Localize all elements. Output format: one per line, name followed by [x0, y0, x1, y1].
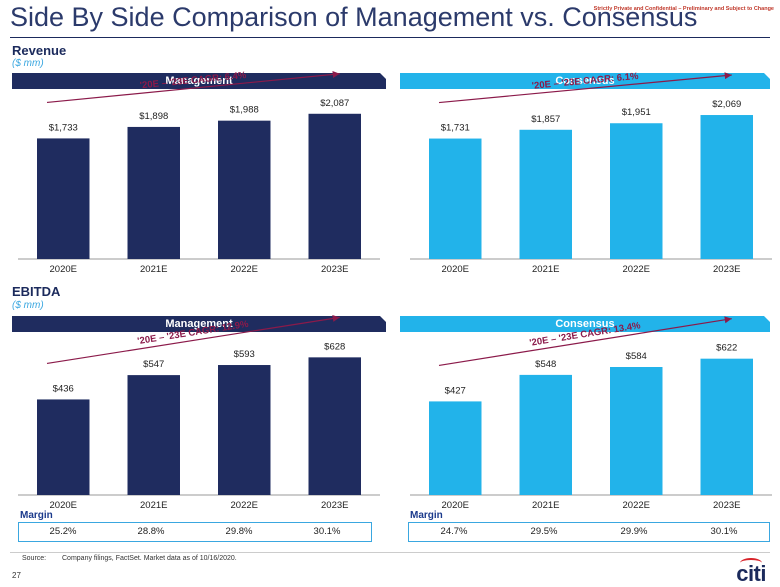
x-tick-label: 2023E	[321, 264, 348, 275]
source-label: Source:	[22, 555, 47, 562]
cagr-arrow-line	[46, 73, 340, 104]
bar	[127, 126, 180, 259]
x-tick-label: 2022E	[231, 264, 258, 275]
source-note: Source: Company filings, FactSet. Market …	[22, 555, 237, 562]
bar-value-label: $1,898	[139, 111, 168, 122]
revenue-management-chart: $1,733 2020E $1,898 2021E $1,988 2022E $2,087 2…	[18, 70, 380, 275]
x-tick-label: 2020E	[50, 500, 77, 511]
cagr-arrowhead-icon	[724, 316, 732, 324]
bar	[700, 115, 753, 260]
x-tick-label: 2022E	[623, 500, 650, 511]
bar-value-label: $1,857	[531, 114, 560, 125]
bar-value-label: $584	[626, 351, 647, 362]
bar	[218, 120, 271, 259]
margin-value: 29.8%	[225, 526, 253, 537]
bar	[610, 123, 663, 259]
x-tick-label: 2022E	[231, 500, 258, 511]
bar-value-label: $622	[716, 343, 737, 354]
bar	[308, 357, 361, 495]
x-tick-label: 2021E	[140, 264, 167, 275]
bar	[429, 138, 482, 259]
revenue-unit: ($ mm)	[12, 58, 44, 69]
x-tick-label: 2021E	[532, 264, 559, 275]
bar-value-label: $628	[324, 341, 345, 352]
margin-value: 30.1%	[710, 526, 738, 537]
source-text: Company filings, FactSet. Market data as…	[62, 555, 237, 562]
x-tick-label: 2020E	[442, 500, 469, 511]
x-tick-label: 2022E	[623, 264, 650, 275]
margin-value: 29.9%	[620, 526, 648, 537]
bar-value-label: $1,951	[622, 107, 651, 118]
x-tick-label: 2023E	[321, 500, 348, 511]
revenue-management-label: Management	[165, 75, 233, 87]
bar-value-label: $2,087	[320, 98, 349, 109]
bar-value-label: $1,733	[49, 122, 78, 133]
ebitda-unit: ($ mm)	[12, 300, 44, 311]
bar-value-label: $1,731	[441, 123, 470, 134]
revenue-consensus-chart: $1,731 2020E $1,857 2021E $1,951 2022E $2,069 2…	[410, 71, 772, 275]
bar-value-label: $436	[53, 383, 74, 394]
cagr-arrowhead-icon	[724, 72, 732, 80]
bar	[519, 129, 572, 259]
x-tick-label: 2020E	[50, 264, 77, 275]
logo-arc-icon	[740, 558, 763, 568]
bar-value-label: $547	[143, 359, 164, 370]
ebitda-section-title: EBITDA	[12, 284, 61, 299]
margin-value: 28.8%	[137, 526, 165, 537]
cagr-arrow-line	[438, 74, 732, 104]
x-tick-label: 2021E	[140, 500, 167, 511]
cagr-arrowhead-icon	[332, 314, 340, 322]
ebitda-consensus-label: Consensus	[555, 318, 615, 330]
revenue-consensus-header: Consensus	[400, 72, 771, 89]
margin-row-consensus: 24.7% 29.5% 29.9% 30.1%	[408, 522, 770, 542]
page-number: 27	[12, 571, 21, 580]
bar	[519, 374, 572, 495]
bar	[610, 367, 663, 495]
ebitda-management-header: Management	[12, 315, 387, 332]
footer-divider	[10, 552, 770, 553]
margin-value: 24.7%	[440, 526, 468, 537]
bar	[127, 375, 180, 495]
ebitda-management-chart: $4362020E$5472021E$5932022E$6282023E'20E…	[18, 314, 380, 511]
bar-value-label: $427	[445, 385, 466, 396]
cagr-arrow-line	[438, 318, 732, 367]
bar-value-label: $548	[535, 359, 556, 370]
bar-value-label: $1,988	[230, 105, 259, 116]
ebitda-management-label: Management	[165, 318, 233, 330]
citi-logo: citi	[736, 558, 766, 587]
revenue-management-header: Management	[12, 72, 387, 89]
confidential-notice: Strictly Private and Confidential – Prel…	[593, 6, 774, 12]
margin-value: 29.5%	[530, 526, 558, 537]
bar	[700, 358, 753, 495]
bar-value-label: $2,069	[712, 99, 741, 110]
x-tick-label: 2023E	[713, 264, 740, 275]
bar	[37, 138, 90, 259]
title-divider	[10, 37, 770, 38]
revenue-section-title: Revenue	[12, 43, 67, 58]
margin-row-management: 25.2% 28.8% 29.8% 30.1%	[18, 522, 372, 542]
margin-value: 30.1%	[313, 526, 341, 537]
ebitda-consensus-chart: $4272020E$5482021E$5842022E$6222023E'20E…	[410, 316, 772, 511]
bar	[218, 365, 271, 495]
margin-label-management: Margin	[20, 510, 53, 521]
page-title: Side By Side Comparison of Management vs…	[10, 2, 698, 32]
bar	[308, 113, 361, 259]
cagr-arrowhead-icon	[332, 70, 340, 78]
bar	[37, 399, 90, 495]
margin-label-consensus: Margin	[410, 510, 443, 521]
margin-value: 25.2%	[49, 526, 77, 537]
ebitda-consensus-header: Consensus	[400, 315, 771, 332]
bar-value-label: $593	[234, 349, 255, 360]
cagr-arrow-line	[46, 316, 340, 365]
x-tick-label: 2020E	[442, 264, 469, 275]
bar	[429, 401, 482, 495]
x-tick-label: 2021E	[532, 500, 559, 511]
x-tick-label: 2023E	[713, 500, 740, 511]
revenue-consensus-label: Consensus	[555, 75, 615, 87]
